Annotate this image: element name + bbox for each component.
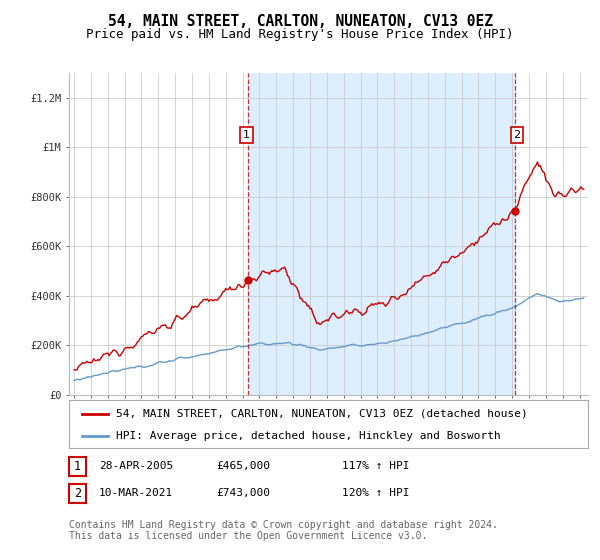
Text: 120% ↑ HPI: 120% ↑ HPI [342, 488, 409, 498]
Text: 117% ↑ HPI: 117% ↑ HPI [342, 461, 409, 471]
Text: 54, MAIN STREET, CARLTON, NUNEATON, CV13 0EZ: 54, MAIN STREET, CARLTON, NUNEATON, CV13… [107, 14, 493, 29]
Bar [248, 73, 515, 395]
Text: 10-MAR-2021: 10-MAR-2021 [99, 488, 173, 498]
Text: 1: 1 [243, 130, 250, 140]
Text: Contains HM Land Registry data © Crown copyright and database right 2024.
This d: Contains HM Land Registry data © Crown c… [69, 520, 498, 542]
Text: £465,000: £465,000 [216, 461, 270, 471]
Text: HPI: Average price, detached house, Hinckley and Bosworth: HPI: Average price, detached house, Hinc… [116, 431, 500, 441]
Text: 28-APR-2005: 28-APR-2005 [99, 461, 173, 471]
Text: 2: 2 [514, 130, 521, 140]
Text: £743,000: £743,000 [216, 488, 270, 498]
Text: 2: 2 [74, 487, 81, 500]
Text: Price paid vs. HM Land Registry's House Price Index (HPI): Price paid vs. HM Land Registry's House … [86, 28, 514, 41]
Text: 54, MAIN STREET, CARLTON, NUNEATON, CV13 0EZ (detached house): 54, MAIN STREET, CARLTON, NUNEATON, CV13… [116, 409, 527, 419]
Text: 1: 1 [74, 460, 81, 473]
